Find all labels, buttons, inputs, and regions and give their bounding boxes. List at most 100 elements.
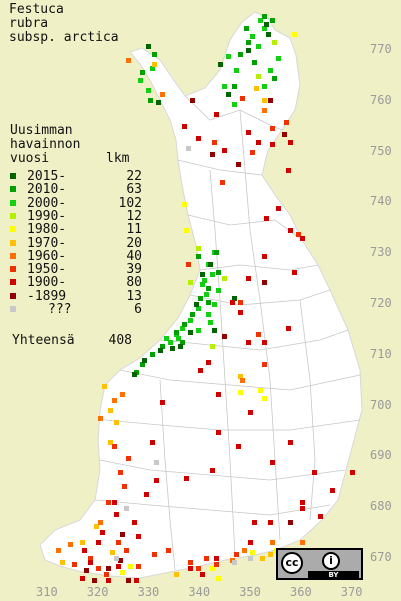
observation-square (226, 54, 231, 59)
observation-square (250, 34, 255, 39)
cc-by-license-badge: cc i BY (276, 548, 363, 580)
legend-item-label: 1970- (27, 235, 67, 251)
observation-square (152, 62, 157, 67)
observation-square (126, 456, 131, 461)
observation-square (222, 148, 227, 153)
observation-square (288, 228, 293, 233)
legend-item-count: 80 (126, 275, 142, 291)
observation-square (164, 336, 169, 341)
observation-square (200, 282, 205, 287)
observation-square (174, 330, 179, 335)
observation-square (94, 524, 99, 529)
observation-square (208, 320, 213, 325)
observation-square (84, 568, 89, 573)
legend-swatch (10, 266, 16, 273)
legend-swatch (10, 292, 16, 299)
observation-square (80, 540, 85, 545)
observation-square (232, 102, 237, 107)
legend-swatch (10, 252, 16, 259)
observation-square (264, 216, 269, 221)
observation-square (270, 540, 275, 545)
legend-swatch (10, 212, 16, 219)
observation-square (270, 126, 275, 131)
observation-square (160, 400, 165, 405)
legend-item-count: 39 (126, 262, 142, 278)
observation-square (188, 280, 193, 285)
observation-square (238, 390, 243, 395)
observation-square (214, 556, 219, 561)
observation-square (194, 302, 199, 307)
observation-square (212, 302, 217, 307)
observation-square (116, 540, 121, 545)
y-tick-label: 700 (370, 397, 392, 412)
observation-square (350, 470, 355, 475)
observation-square (262, 98, 267, 103)
observation-square (196, 254, 201, 259)
observation-square (252, 520, 257, 525)
observation-square (300, 500, 305, 505)
observation-square (248, 540, 253, 545)
observation-square (152, 52, 157, 57)
observation-square (124, 548, 129, 553)
legend-item-count: 40 (126, 248, 142, 264)
y-tick-label: 690 (370, 448, 392, 463)
observation-square (276, 56, 281, 61)
observation-square (132, 520, 137, 525)
observation-square (270, 142, 275, 147)
observation-square (112, 398, 117, 403)
observation-square (288, 440, 293, 445)
observation-square (140, 362, 145, 367)
legend-item-count: 102 (118, 195, 142, 211)
legend-swatch (10, 186, 16, 193)
observation-square (68, 542, 73, 547)
legend-item-count: 63 (126, 182, 142, 198)
observation-square (114, 512, 119, 517)
observation-square (188, 560, 193, 565)
observation-square (150, 66, 155, 71)
x-tick-label: 370 (340, 585, 363, 599)
observation-square (158, 348, 163, 353)
observation-square (300, 540, 305, 545)
observation-square (180, 340, 185, 345)
y-tick-label: 670 (370, 550, 392, 564)
observation-square (140, 70, 145, 75)
legend-item-label: 1900- (27, 275, 67, 291)
legend-item-count: 11 (126, 222, 142, 238)
observation-square (262, 340, 267, 345)
observation-square (210, 272, 215, 277)
observation-square (318, 514, 323, 519)
observation-square (256, 140, 261, 145)
observation-square (246, 40, 251, 45)
observation-square (222, 276, 227, 281)
observation-square (214, 562, 219, 567)
observation-square (106, 578, 111, 583)
observation-square (216, 270, 221, 275)
observation-square (184, 228, 189, 233)
observation-square (210, 344, 215, 349)
observation-square (154, 478, 159, 483)
legend-count-header: lkm (106, 151, 130, 166)
observation-square (268, 68, 273, 73)
observation-square (60, 560, 65, 565)
observation-square (212, 328, 217, 333)
observation-square (216, 430, 221, 435)
observation-square (250, 150, 255, 155)
observation-square (256, 44, 261, 49)
observation-square (240, 378, 245, 383)
observation-square (72, 562, 77, 567)
observation-square (226, 92, 231, 97)
observation-square (154, 460, 159, 465)
observation-square (150, 352, 155, 357)
observation-square (238, 52, 243, 57)
observation-square (196, 246, 201, 251)
observation-square (208, 262, 213, 267)
legend-swatch (10, 279, 16, 286)
y-tick-label: 750 (370, 143, 392, 158)
observation-square (206, 312, 211, 317)
observation-square (262, 362, 267, 367)
observation-square (168, 340, 173, 345)
observation-square (178, 344, 183, 349)
observation-square (214, 250, 219, 255)
observation-square (204, 292, 209, 297)
observation-square (292, 270, 297, 275)
